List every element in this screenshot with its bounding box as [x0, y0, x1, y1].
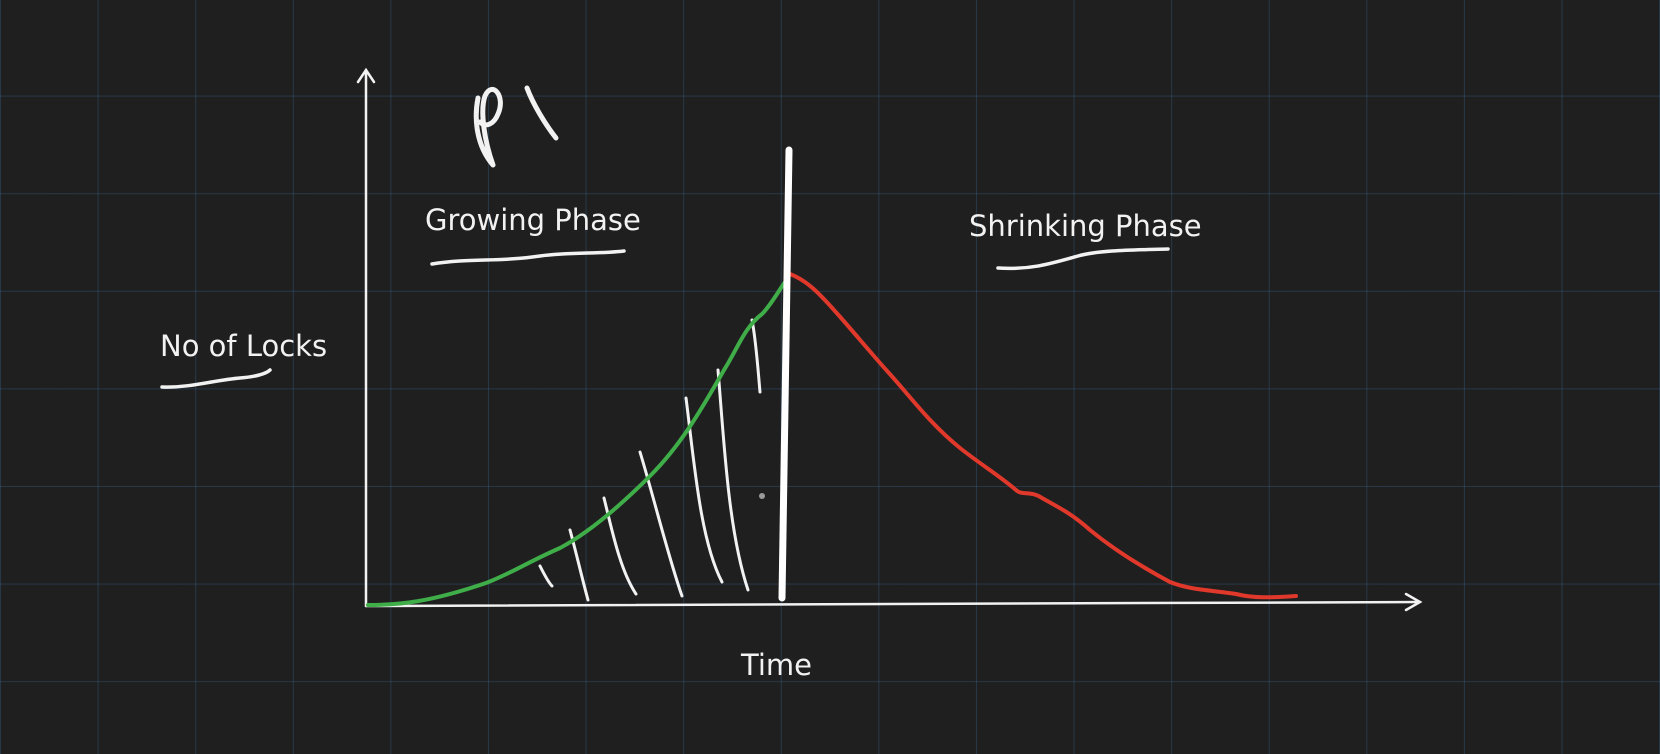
p1-handwriting — [473, 85, 559, 168]
handwritten-underlines — [160, 247, 1170, 389]
y-axis-label: No of Locks — [160, 329, 328, 363]
shrinking-phase-label: Shrinking Phase — [969, 209, 1202, 243]
growing-phase-underline — [430, 249, 626, 266]
y-axis — [356, 67, 376, 608]
shrinking-phase-underline — [996, 247, 1170, 271]
shrinking-phase-curve — [788, 272, 1298, 600]
lock-point-divider — [778, 146, 793, 602]
x-axis-label: Time — [741, 648, 812, 682]
no-of-locks-underline — [160, 368, 272, 389]
growing-phase-hatching — [538, 318, 762, 602]
pen-dot — [759, 493, 765, 499]
growing-phase-label: Growing Phase — [425, 203, 641, 237]
x-axis — [364, 592, 1423, 612]
growing-phase-curve — [366, 276, 790, 607]
